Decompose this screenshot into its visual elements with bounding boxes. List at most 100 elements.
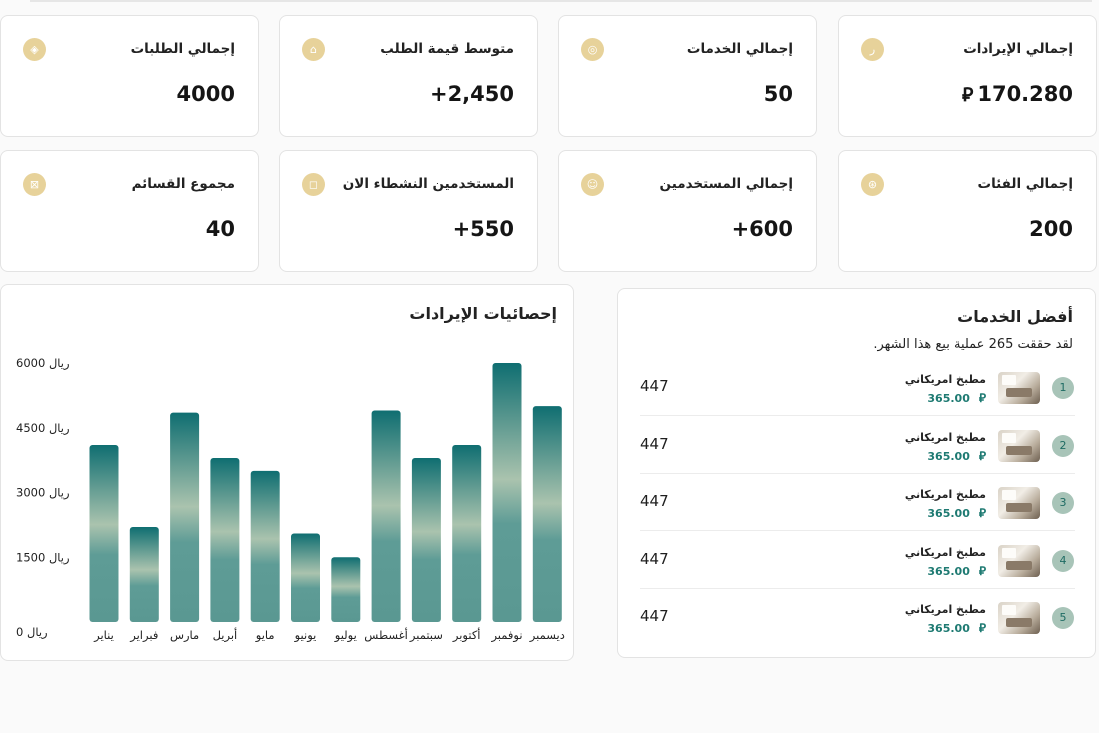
service-name: مطبخ امريكاني	[904, 430, 986, 444]
service-name: مطبخ امريكاني	[904, 373, 986, 386]
x-tick-label: يوليو	[334, 628, 357, 643]
box-icon: ◈	[23, 38, 46, 61]
list-item[interactable]: 5 مطبخ امريكاني 365.00 ⃁ 447	[640, 589, 1075, 646]
riyal-currency-icon: ⃁	[978, 391, 986, 405]
x-tick-label: ديسمبر	[529, 628, 565, 643]
riyal-currency-icon: ⃁	[978, 621, 986, 635]
bar-3[interactable]	[210, 457, 240, 622]
stat-card-active-users: المستخدمين النشطاء الان ◻ +550	[279, 150, 538, 272]
stat-card-total-coupons: مجموع القسائم ⊠ 40	[0, 150, 259, 272]
x-tick-label: يونيو	[294, 628, 317, 643]
stat-label: متوسط قيمة الطلب	[380, 41, 514, 57]
bar-10[interactable]	[492, 363, 522, 622]
store-icon: ⌂	[302, 38, 325, 61]
bar-8[interactable]	[411, 457, 441, 622]
riyal-icon: ر	[861, 38, 884, 61]
list-item[interactable]: 1 مطبخ امريكاني 365.00 ⃁ 447	[640, 359, 1075, 416]
riyal-currency-icon: ⃁	[978, 563, 986, 578]
stat-value: +550	[452, 217, 514, 241]
x-tick-label: فبراير	[129, 628, 158, 643]
stat-value: 50	[763, 82, 793, 106]
x-tick-label: يناير	[93, 628, 114, 643]
riyal-currency-icon: ⃁	[978, 448, 986, 463]
stat-value: 40	[205, 217, 235, 241]
bar-2[interactable]	[170, 412, 200, 622]
list-item[interactable]: 4 مطبخ امريكاني 365.00 ⃁ 447	[640, 532, 1075, 589]
service-price: 365.00 ⃁	[927, 563, 986, 578]
stat-label: المستخدمين النشطاء الان	[342, 176, 514, 192]
bar-11[interactable]	[532, 406, 562, 622]
top-services-title: أفضل الخدمات	[957, 307, 1073, 326]
stat-value: +600	[731, 217, 793, 241]
list-item[interactable]: 3 مطبخ امريكاني 365.00 ⃁ 447	[640, 474, 1075, 531]
riyal-currency-icon: ⃁	[978, 506, 986, 520]
stat-card-avg-order: متوسط قيمة الطلب ⌂ +2,450	[279, 15, 538, 137]
bar-0[interactable]	[89, 445, 119, 622]
revenue-bar-chart: 0 ريال 1500 ريال 3000 ريال 4500 ريال 6000 ري…	[16, 356, 565, 643]
y-tick-label: 6000 ريال	[16, 356, 70, 371]
stat-label: إجمالي الخدمات	[686, 41, 793, 57]
rank-badge: 5	[1052, 607, 1074, 629]
x-tick-label: سبتمبر	[409, 628, 443, 643]
service-sales-count: 447	[640, 607, 669, 625]
service-sales-count: 447	[640, 549, 669, 568]
service-sales-count: 447	[640, 434, 669, 453]
coupon-icon: ⊠	[23, 173, 46, 196]
service-price: 365.00 ⃁	[927, 391, 986, 405]
service-sales-count: 447	[640, 492, 669, 510]
stat-card-total-revenue: إجمالي الإيرادات ر ⃁ 170.280	[838, 15, 1097, 137]
service-name: مطبخ امريكاني	[904, 488, 986, 501]
stat-value: 4000	[176, 82, 235, 106]
service-thumbnail	[998, 544, 1040, 577]
bar-9[interactable]	[452, 445, 482, 622]
stat-value: +2,450	[429, 82, 514, 106]
x-tick-label: مارس	[170, 628, 199, 643]
bar-4[interactable]	[250, 470, 280, 622]
service-price: 365.00 ⃁	[927, 448, 986, 463]
category-icon: ⊛	[861, 173, 884, 196]
service-thumbnail	[998, 602, 1040, 634]
top-services-card: أفضل الخدمات لقد حققت 265 عملية بيع هذا …	[617, 288, 1096, 658]
y-tick-label: 4500 ريال	[16, 421, 70, 436]
x-tick-label: نوفمبر	[490, 628, 522, 643]
users-icon: ☺	[581, 173, 604, 196]
stat-label: إجمالي الطلبات	[130, 41, 235, 57]
x-tick-label: أكتوبر	[452, 627, 481, 643]
riyal-currency-icon: ⃁	[962, 84, 974, 106]
service-sales-count: 447	[640, 377, 669, 395]
x-tick-label: أغسطس	[364, 627, 408, 643]
rank-badge: 1	[1052, 377, 1074, 399]
y-tick-label: 3000 ريال	[16, 486, 70, 501]
stat-card-total-orders: إجمالي الطلبات ◈ 4000	[0, 15, 259, 137]
active-user-icon: ◻	[302, 173, 325, 196]
service-thumbnail	[998, 372, 1040, 404]
stat-label: مجموع القسائم	[131, 176, 235, 192]
bar-1[interactable]	[129, 527, 159, 622]
rank-badge: 4	[1052, 549, 1074, 572]
service-thumbnail	[998, 429, 1040, 462]
bar-5[interactable]	[291, 533, 320, 622]
x-tick-label: مايو	[255, 628, 275, 643]
stat-label: إجمالي الإيرادات	[963, 41, 1073, 57]
stat-card-total-services: إجمالي الخدمات ◎ 50	[558, 15, 817, 137]
service-name: مطبخ امريكاني	[904, 545, 986, 559]
service-price: 365.00 ⃁	[927, 506, 986, 520]
top-services-subtitle: لقد حققت 265 عملية بيع هذا الشهر.	[873, 337, 1073, 352]
bar-7[interactable]	[371, 410, 401, 622]
service-thumbnail	[998, 487, 1040, 519]
list-item[interactable]: 2 مطبخ امريكاني 365.00 ⃁ 447	[640, 417, 1075, 474]
revenue-chart-card: 0 ريال 1500 ريال 3000 ريال 4500 ريال 6000 ري…	[0, 284, 574, 661]
stat-label: إجمالي المستخدمين	[659, 176, 793, 192]
top-divider	[30, 0, 1092, 2]
x-tick-label: أبريل	[213, 627, 238, 643]
stat-card-total-users: إجمالي المستخدمين ☺ +600	[558, 150, 817, 272]
y-tick-label: 1500 ريال	[16, 550, 70, 565]
stat-card-total-categories: إجمالي الفئات ⊛ 200	[838, 150, 1097, 272]
rank-badge: 3	[1052, 492, 1074, 514]
service-name: مطبخ امريكاني	[904, 603, 986, 616]
rank-badge: 2	[1052, 434, 1074, 457]
stat-label: إجمالي الفئات	[977, 176, 1073, 192]
stat-value: 200	[1029, 217, 1073, 241]
bar-6[interactable]	[331, 557, 361, 622]
service-price: 365.00 ⃁	[927, 621, 986, 635]
